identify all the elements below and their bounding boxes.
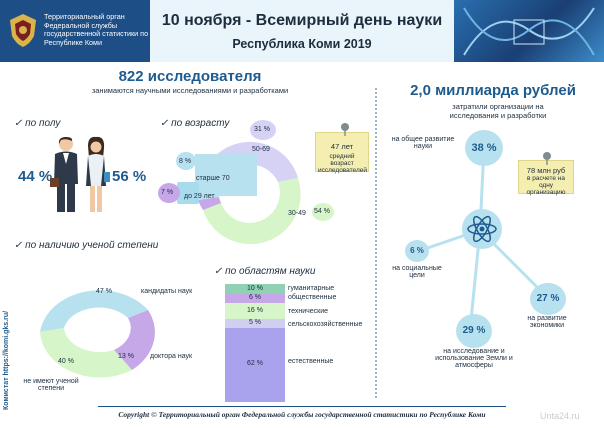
- degree-doctors-pct: 13 %: [118, 353, 134, 360]
- cost-economy-pct: 27 %: [536, 293, 560, 304]
- people-icon: [50, 134, 112, 216]
- degree-candidates-label: кандидаты наук: [141, 288, 193, 295]
- fields-bar-agri: [225, 319, 285, 328]
- fields-humanities-pct: 10 %: [247, 285, 263, 292]
- cost-circle-earth: 29 %: [456, 314, 492, 348]
- fields-bar-natural: [225, 328, 285, 402]
- cost-general-label: на общее развитие науки: [391, 136, 455, 150]
- per-org-value: 78 млн руб: [526, 166, 566, 175]
- age-to29-pct: 7 %: [161, 189, 174, 196]
- page-subtitle: Республика Коми 2019: [232, 37, 372, 51]
- age-50-69-pct: 31 %: [254, 126, 270, 133]
- fields-bar-humanities: [225, 284, 285, 294]
- age-30-49-label: 30-49: [288, 210, 306, 217]
- cost-social-pct: 6 %: [410, 246, 424, 255]
- per-org-text: в расчете на одну организацию: [526, 175, 566, 196]
- per-org-note: 78 млн руб в расчете на одну организацию: [518, 160, 574, 196]
- average-age-text: средний возраст исследователей: [318, 153, 367, 174]
- age-70plus-pct: 8 %: [179, 158, 192, 165]
- degree-doctors-label: доктора наук: [150, 353, 193, 360]
- male-percent: 44 %: [18, 168, 53, 185]
- costs-headline: 2,0 миллиарда рублей: [410, 82, 576, 99]
- age-segment-30-49: [203, 178, 301, 245]
- fields-humanities-label: гуманитарные: [288, 285, 335, 292]
- age-segment-to29: [198, 197, 221, 210]
- degree-section-title: ✓ по наличию ученой степени: [14, 240, 159, 251]
- fields-section-title: ✓ по областям науки: [214, 266, 316, 277]
- cost-circle-economy: 27 %: [530, 283, 566, 315]
- female-percent: 56 %: [112, 168, 147, 185]
- cost-earth-pct: 29 %: [462, 325, 486, 336]
- atom-icon: [466, 213, 498, 245]
- degree-segment-doctors: [114, 310, 155, 370]
- gender-section-title: ✓ по полу: [14, 118, 61, 129]
- degree-segment-candidates: [40, 290, 148, 332]
- fields-agri-pct: 5 %: [248, 319, 262, 326]
- researchers-caption: занимаются научными исследованиями и раз…: [91, 86, 289, 95]
- cost-circle-general: 38 %: [465, 130, 503, 166]
- degree-segment-nodegree: [40, 328, 132, 378]
- fields-agri-label: сельскохозяйственные: [288, 321, 363, 328]
- watermark: Unta24.ru: [540, 411, 580, 421]
- costs-divider: [375, 88, 379, 398]
- age-section-title: ✓ по возрасту: [160, 118, 230, 129]
- fields-natural-pct: 62 %: [247, 360, 263, 367]
- age-to29-label: до 29 лет: [184, 193, 215, 200]
- page-title: 10 ноября - Всемирный день науки: [161, 12, 443, 29]
- sidebar-link[interactable]: Комистат https://komi.gks.ru/: [3, 310, 10, 410]
- degree-nodegree-label: не имеют ученой степени: [23, 378, 79, 392]
- cost-economy-label: на развитие экономики: [527, 315, 567, 329]
- dna-icon: [463, 7, 595, 56]
- age-50-69-label: 50-69: [252, 146, 270, 153]
- header-science-image: [454, 0, 604, 62]
- degree-candidates-pct: 47 %: [96, 288, 112, 295]
- fields-social-label: общественные: [288, 294, 337, 301]
- fields-technical-pct: 16 %: [247, 307, 263, 314]
- fields-social-pct: 6 %: [248, 294, 262, 301]
- fields-bar-technical: [225, 303, 285, 319]
- cost-social-label: на социальные цели: [392, 265, 442, 279]
- age-50-69-circle: [250, 120, 276, 140]
- cost-earth-label: на исследование и использование Земли и …: [435, 348, 513, 369]
- degree-chart: [32, 270, 172, 380]
- costs-caption: затратили организации на исследования и …: [449, 102, 547, 120]
- fields-technical-label: технические: [288, 308, 329, 315]
- average-age-note: 47 лет средний возраст исследователей: [315, 132, 369, 174]
- pin-icon: [541, 151, 553, 165]
- fields-natural-label: естественные: [288, 358, 334, 365]
- fields-bar-social: [225, 294, 285, 303]
- emblem-icon: [6, 10, 40, 50]
- pin-icon: [339, 122, 351, 136]
- header-title-panel: [150, 0, 454, 62]
- footer-rule: [98, 406, 506, 407]
- degree-nodegree-pct: 40 %: [58, 358, 74, 365]
- age-chart: [175, 130, 325, 260]
- age-70plus-label: старше 70: [196, 175, 230, 182]
- header-org-name: Территориальный орган Федеральной службы…: [44, 12, 149, 47]
- cost-circle-social: 6 %: [405, 240, 429, 262]
- cost-general-pct: 38 %: [471, 142, 497, 154]
- age-30-49-circle: [312, 203, 334, 221]
- age-8-circle: [176, 152, 196, 170]
- researchers-headline: 822 исследователя: [118, 68, 262, 85]
- fields-bar: 10 % 6 % 16 % 5 % 62 %: [225, 284, 285, 402]
- footer-copyright: Copyright © Территориальный орган Федера…: [118, 410, 486, 419]
- average-age-value: 47 лет: [330, 142, 354, 151]
- age-7-circle: [158, 183, 180, 203]
- age-30-49-pct: 54 %: [314, 208, 330, 215]
